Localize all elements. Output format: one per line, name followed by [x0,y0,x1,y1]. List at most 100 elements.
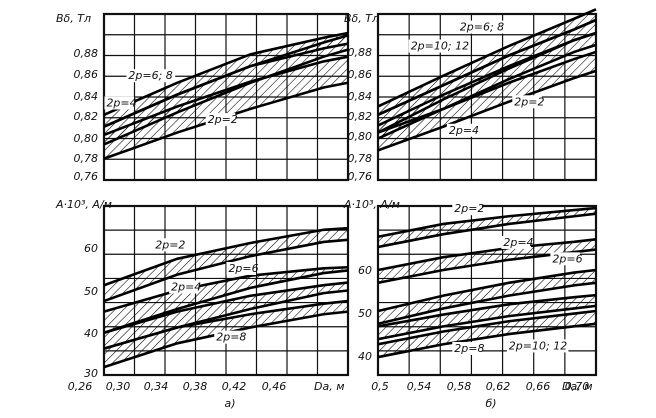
band-label-bg [512,95,542,109]
band-lower-edge [377,304,597,341]
y-axis-label: Bδ, Тл [344,12,379,25]
x-tick-label: 0,66 [526,380,551,393]
band-a-bottom-0 [104,228,348,302]
band-label: 2p=6; 8 [460,21,504,34]
band-label: 2p=4 [449,124,479,137]
y-tick-label: 0,88 [348,46,373,59]
y-tick-label: 0,84 [348,90,373,103]
band-upper-edge [377,268,597,313]
band-label-bg [452,341,482,355]
y-tick-label: 0,88 [74,47,99,60]
band-b-bottom-0 [378,208,596,247]
band-lower-edge [377,281,597,326]
y-axis-label: Bδ, Тл [56,12,91,25]
y-tick-label: 0,84 [74,90,99,103]
x-tick-label: 0,26 [68,380,93,393]
x-tick-label: 0,54 [407,380,432,393]
band-label: 2p=6 [552,252,582,265]
band-label: 2p=4 [171,281,201,294]
band-label-bg [104,96,135,110]
band-lower-edge [103,42,349,128]
band-label-bg [452,202,482,216]
panel-a-bottom: 2p=2 2p=6 2p=4 2p=8 30 40 50 60 A·10³, А/м 0,26 0,… [55,198,350,410]
band-label-bg [457,20,507,34]
band-label-bg [169,280,199,294]
band-label: 2p=10; 12 [509,339,567,352]
band-upper-edge [377,293,597,328]
band-label: 2p=10; 12 [411,40,469,53]
band-label: 2p=2 [514,95,544,108]
band-label-bg [446,123,477,137]
band-lower-edge [377,212,597,249]
band-lower-edge [377,248,597,285]
band-a-bottom-2 [104,282,348,349]
band-upper-edge [377,309,597,346]
band-label: 2p=2 [454,202,484,215]
band-upper-edge [103,226,349,287]
band-label: 2p=2 [208,113,238,126]
band-label-bg [550,252,580,266]
y-tick-label: 0,86 [348,68,373,81]
x-axis-label: Dа, м [314,380,345,393]
y-tick-label: 0,76 [74,170,99,183]
y-tick-label: 0,82 [348,110,373,123]
y-axis-label: A·10³, А/м [55,198,112,211]
band-upper-edge [377,18,597,116]
band-label: 2p=6; 8 [128,69,172,82]
y-tick-label: 0,80 [348,130,373,143]
band-upper-edge [377,31,597,127]
band-label: 2p=6 [228,262,258,275]
y-tick-label: 0,82 [74,110,99,123]
x-tick-label: 0,42 [222,380,247,393]
plot-frame [376,12,598,182]
y-tick-label: 60 [84,242,98,255]
y-tick-label: 50 [84,285,98,298]
panel-caption: a) [224,397,235,410]
band-label-bg [226,262,257,276]
y-axis-label: A·10³, А/м [343,198,400,211]
y-tick-label: 40 [84,327,98,340]
band-lower-edge [103,238,349,303]
y-tick-label: 40 [358,350,372,363]
plot-frame [376,204,598,377]
band-upper-edge [377,50,597,134]
panel-a-top: 2p=4 2p=6; 8 2p=2 0,76 0,78 0,80 0,82 0,84 0,86 0… [56,12,350,183]
panel-b-top: 2p=6; 8 2p=10; 12 2p=2 2p=4 0,76 0,78 0,80 0,82… [344,8,598,183]
band-label: 2p=2 [155,238,185,251]
y-tick-label: 0,76 [348,170,373,183]
band-a-top-2 [104,56,348,159]
y-tick-label: 0,86 [74,68,99,81]
y-tick-label: 30 [84,367,98,380]
band-label-bg [205,113,236,127]
band-b-top-0 [378,9,596,115]
band-a-bottom-3 [104,301,348,368]
band-lower-edge [377,322,597,359]
x-tick-label: 0,58 [447,380,472,393]
band-upper-edge [103,265,349,313]
band-label-bg [214,330,244,344]
plot-frame [102,12,350,182]
band-label: 2p=4 [503,236,533,249]
band-label-bg [153,238,183,252]
band-label-bg [501,235,531,249]
band-label: 2p=8 [216,331,246,344]
x-tick-label: 0,46 [262,380,287,393]
x-tick-label: 0,30 [106,380,131,393]
band-upper-edge [377,8,597,108]
band-b-top-3 [378,51,596,151]
band-lower-edge [377,69,597,152]
band-label-bg [126,69,176,83]
y-tick-label: 50 [358,307,372,320]
band-lower-edge [103,310,349,369]
band-label: 2p=8 [454,342,484,355]
band-a-bottom-1 [104,267,348,333]
panel-b-bottom: 2p=2 2p=4 2p=6 2p=10; 12 2p=8 40 50 60 A·10³, А/… [343,198,598,410]
x-tick-label: 0,62 [486,380,511,393]
band-lower-edge [103,269,349,334]
band-lower-edge [103,81,349,160]
band-upper-edge [103,299,349,350]
x-tick-label: 0,70 [565,380,590,393]
y-tick-label: 0,78 [348,152,373,165]
y-tick-label: 60 [358,264,372,277]
